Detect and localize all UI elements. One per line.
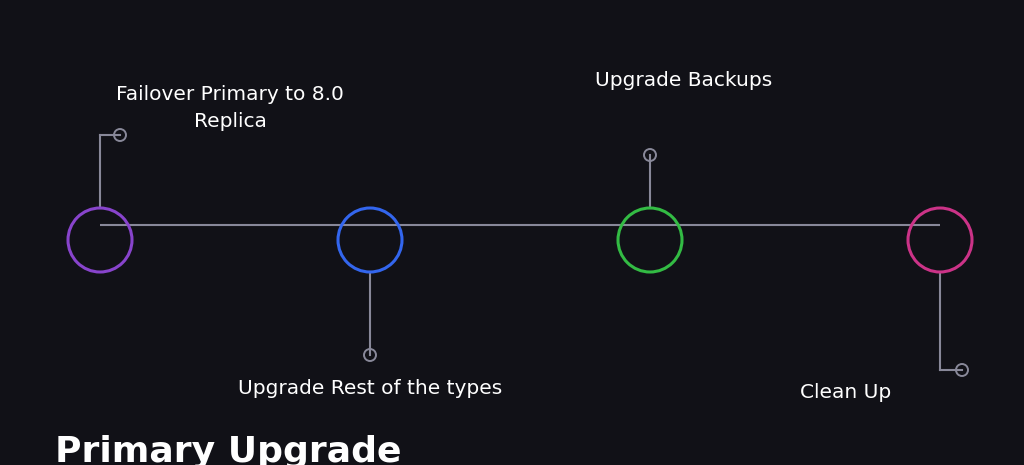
Text: Upgrade Backups: Upgrade Backups <box>595 71 772 89</box>
Text: Clean Up: Clean Up <box>800 383 891 401</box>
Text: Primary Upgrade: Primary Upgrade <box>55 435 401 465</box>
Text: Upgrade Rest of the types: Upgrade Rest of the types <box>238 379 502 398</box>
Text: Failover Primary to 8.0
Replica: Failover Primary to 8.0 Replica <box>116 85 344 131</box>
